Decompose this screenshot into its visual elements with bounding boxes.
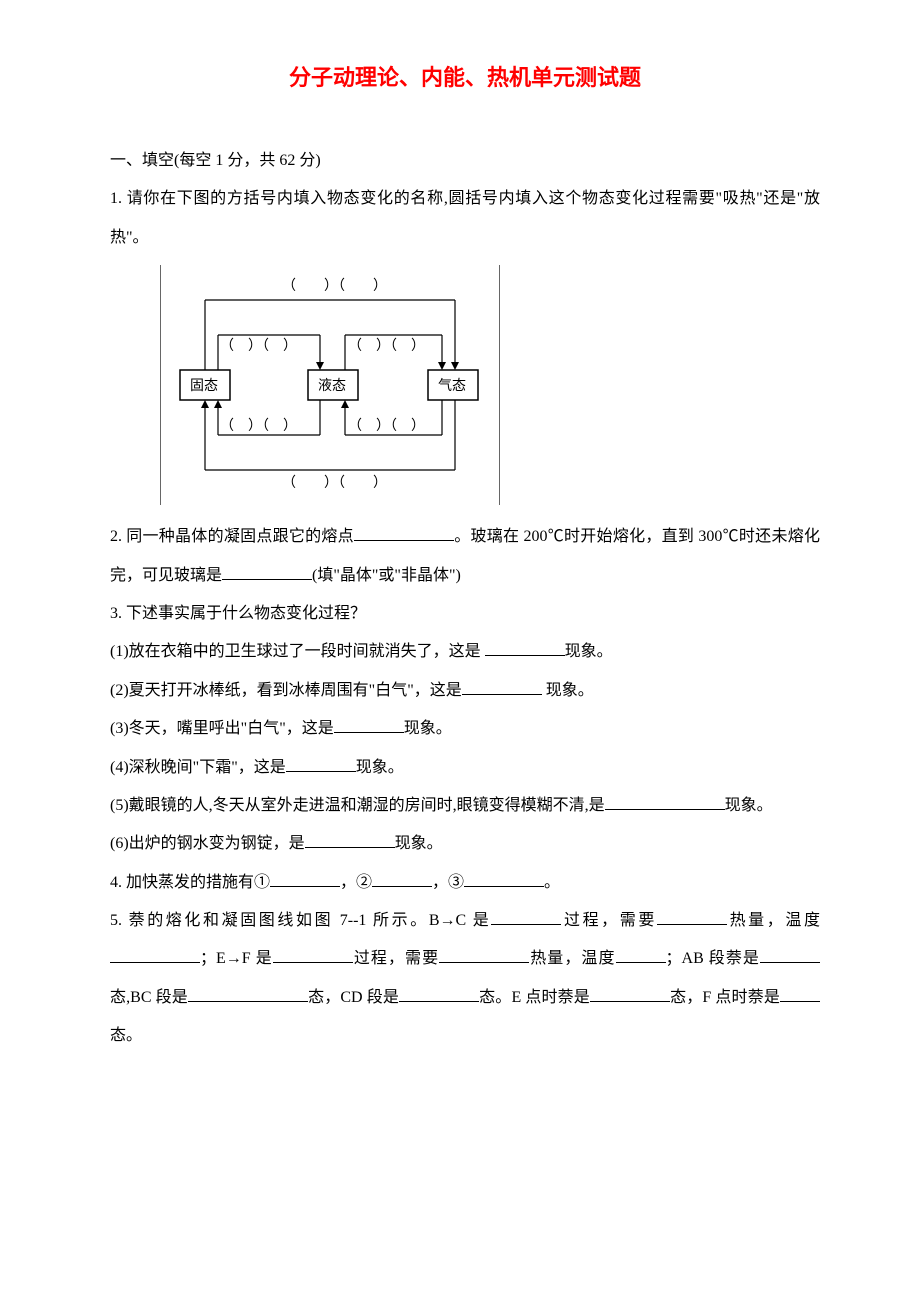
blank[interactable] bbox=[780, 986, 820, 1002]
q3-5-a: (5)戴眼镜的人,冬天从室外走进温和潮湿的房间时,眼镜变得模糊不清,是 bbox=[110, 797, 605, 814]
question-3-2: (2)夏天打开冰棒纸，看到冰棒周围有"白气"，这是 现象。 bbox=[110, 672, 820, 710]
blank[interactable] bbox=[485, 640, 565, 656]
q3-5-b: 现象。 bbox=[725, 797, 773, 814]
q4-b: ，② bbox=[340, 874, 372, 891]
blank[interactable] bbox=[616, 947, 666, 963]
q5-h: 态,BC 段是 bbox=[110, 989, 188, 1006]
solid-label: 固态 bbox=[190, 378, 218, 394]
question-3-6: (6)出炉的钢水变为钢锭，是 现象。 bbox=[110, 825, 820, 863]
document-title: 分子动理论、内能、热机单元测试题 bbox=[110, 60, 820, 92]
blank[interactable] bbox=[590, 986, 670, 1002]
q3-4-a: (4)深秋晚间"下霜"，这是 bbox=[110, 759, 286, 776]
svg-text:（ ）（ ）: （ ）（ ） bbox=[220, 418, 297, 434]
q5-d: ；E→F 是 bbox=[200, 950, 273, 967]
q3-3-a: (3)冬天，嘴里呼出"白气"，这是 bbox=[110, 720, 334, 737]
question-5: 5. 萘的熔化和凝固图线如图 7--1 所示。B→C 是过程，需要热量，温度；E… bbox=[110, 902, 820, 1056]
q5-k: 态，F 点时萘是 bbox=[670, 989, 780, 1006]
q5-l: 态。 bbox=[110, 1027, 142, 1044]
q4-c: ，③ bbox=[432, 874, 464, 891]
q5-c: 热量，温度 bbox=[727, 912, 820, 929]
blank[interactable] bbox=[354, 525, 454, 541]
question-2: 2. 同一种晶体的凝固点跟它的熔点。玻璃在 200℃时开始熔化，直到 300℃时… bbox=[110, 518, 820, 595]
q3-6-a: (6)出炉的钢水变为钢锭，是 bbox=[110, 835, 305, 852]
q4-a: 4. 加快蒸发的措施有① bbox=[110, 874, 270, 891]
liquid-label: 液态 bbox=[318, 378, 346, 394]
svg-text:（ ）（ ）: （ ）（ ） bbox=[220, 338, 297, 354]
question-1: 1. 请你在下图的方括号内填入物态变化的名称,圆括号内填入这个物态变化过程需要"… bbox=[110, 180, 820, 257]
blank[interactable] bbox=[273, 947, 353, 963]
blank[interactable] bbox=[110, 947, 200, 963]
blank[interactable] bbox=[462, 679, 542, 695]
q5-j: 态。E 点时萘是 bbox=[479, 989, 590, 1006]
svg-text:（ ）（ ）: （ ）（ ） bbox=[282, 278, 387, 294]
q4-d: 。 bbox=[544, 874, 560, 891]
question-3: 3. 下述事实属于什么物态变化过程？ bbox=[110, 595, 820, 633]
q5-b: 过程，需要 bbox=[561, 912, 657, 929]
section-header: 一、填空(每空 1 分，共 62 分) bbox=[110, 142, 820, 180]
q3-1-b: 现象。 bbox=[565, 643, 613, 660]
q2-text-c: (填"晶体"或"非晶体") bbox=[312, 567, 461, 584]
question-4: 4. 加快蒸发的措施有① ，② ，③ 。 bbox=[110, 864, 820, 902]
blank[interactable] bbox=[286, 756, 356, 772]
q5-a: 5. 萘的熔化和凝固图线如图 7--1 所示。B→C 是 bbox=[110, 912, 491, 929]
q3-3-b: 现象。 bbox=[404, 720, 452, 737]
q3-2-b: 现象。 bbox=[542, 682, 594, 699]
q5-e: 过程，需要 bbox=[353, 950, 439, 967]
q5-i: 态，CD 段是 bbox=[308, 989, 399, 1006]
blank[interactable] bbox=[222, 564, 312, 580]
blank[interactable] bbox=[464, 871, 544, 887]
blank[interactable] bbox=[605, 794, 725, 810]
blank[interactable] bbox=[372, 871, 432, 887]
question-3-4: (4)深秋晚间"下霜"，这是 现象。 bbox=[110, 749, 820, 787]
q5-f: 热量，温度 bbox=[529, 950, 615, 967]
blank[interactable] bbox=[188, 986, 308, 1002]
question-3-5: (5)戴眼镜的人,冬天从室外走进温和潮湿的房间时,眼镜变得模糊不清,是 现象。 bbox=[110, 787, 820, 825]
blank[interactable] bbox=[305, 832, 395, 848]
q2-text-a: 2. 同一种晶体的凝固点跟它的熔点 bbox=[110, 528, 354, 545]
q3-6-b: 现象。 bbox=[395, 835, 443, 852]
svg-text:（ ）（ ）: （ ）（ ） bbox=[282, 475, 387, 491]
q5-g: ；AB 段萘是 bbox=[666, 950, 760, 967]
blank[interactable] bbox=[270, 871, 340, 887]
q3-4-b: 现象。 bbox=[356, 759, 404, 776]
blank[interactable] bbox=[760, 947, 820, 963]
blank[interactable] bbox=[657, 909, 727, 925]
blank[interactable] bbox=[399, 986, 479, 1002]
question-3-1: (1)放在衣箱中的卫生球过了一段时间就消失了，这是 现象。 bbox=[110, 633, 820, 671]
svg-text:（ ）（ ）: （ ）（ ） bbox=[348, 418, 425, 434]
state-diagram: 固态 液态 气态 （ ）（ ） （ ）（ ） （ ）（ ） （ ）（ ） （ ）… bbox=[160, 265, 820, 510]
svg-text:（ ）（ ）: （ ）（ ） bbox=[348, 338, 425, 354]
gas-label: 气态 bbox=[438, 378, 466, 394]
blank[interactable] bbox=[334, 717, 404, 733]
blank[interactable] bbox=[491, 909, 561, 925]
question-3-3: (3)冬天，嘴里呼出"白气"，这是 现象。 bbox=[110, 710, 820, 748]
q3-1-a: (1)放在衣箱中的卫生球过了一段时间就消失了，这是 bbox=[110, 643, 485, 660]
q3-2-a: (2)夏天打开冰棒纸，看到冰棒周围有"白气"，这是 bbox=[110, 682, 462, 699]
blank[interactable] bbox=[439, 947, 529, 963]
